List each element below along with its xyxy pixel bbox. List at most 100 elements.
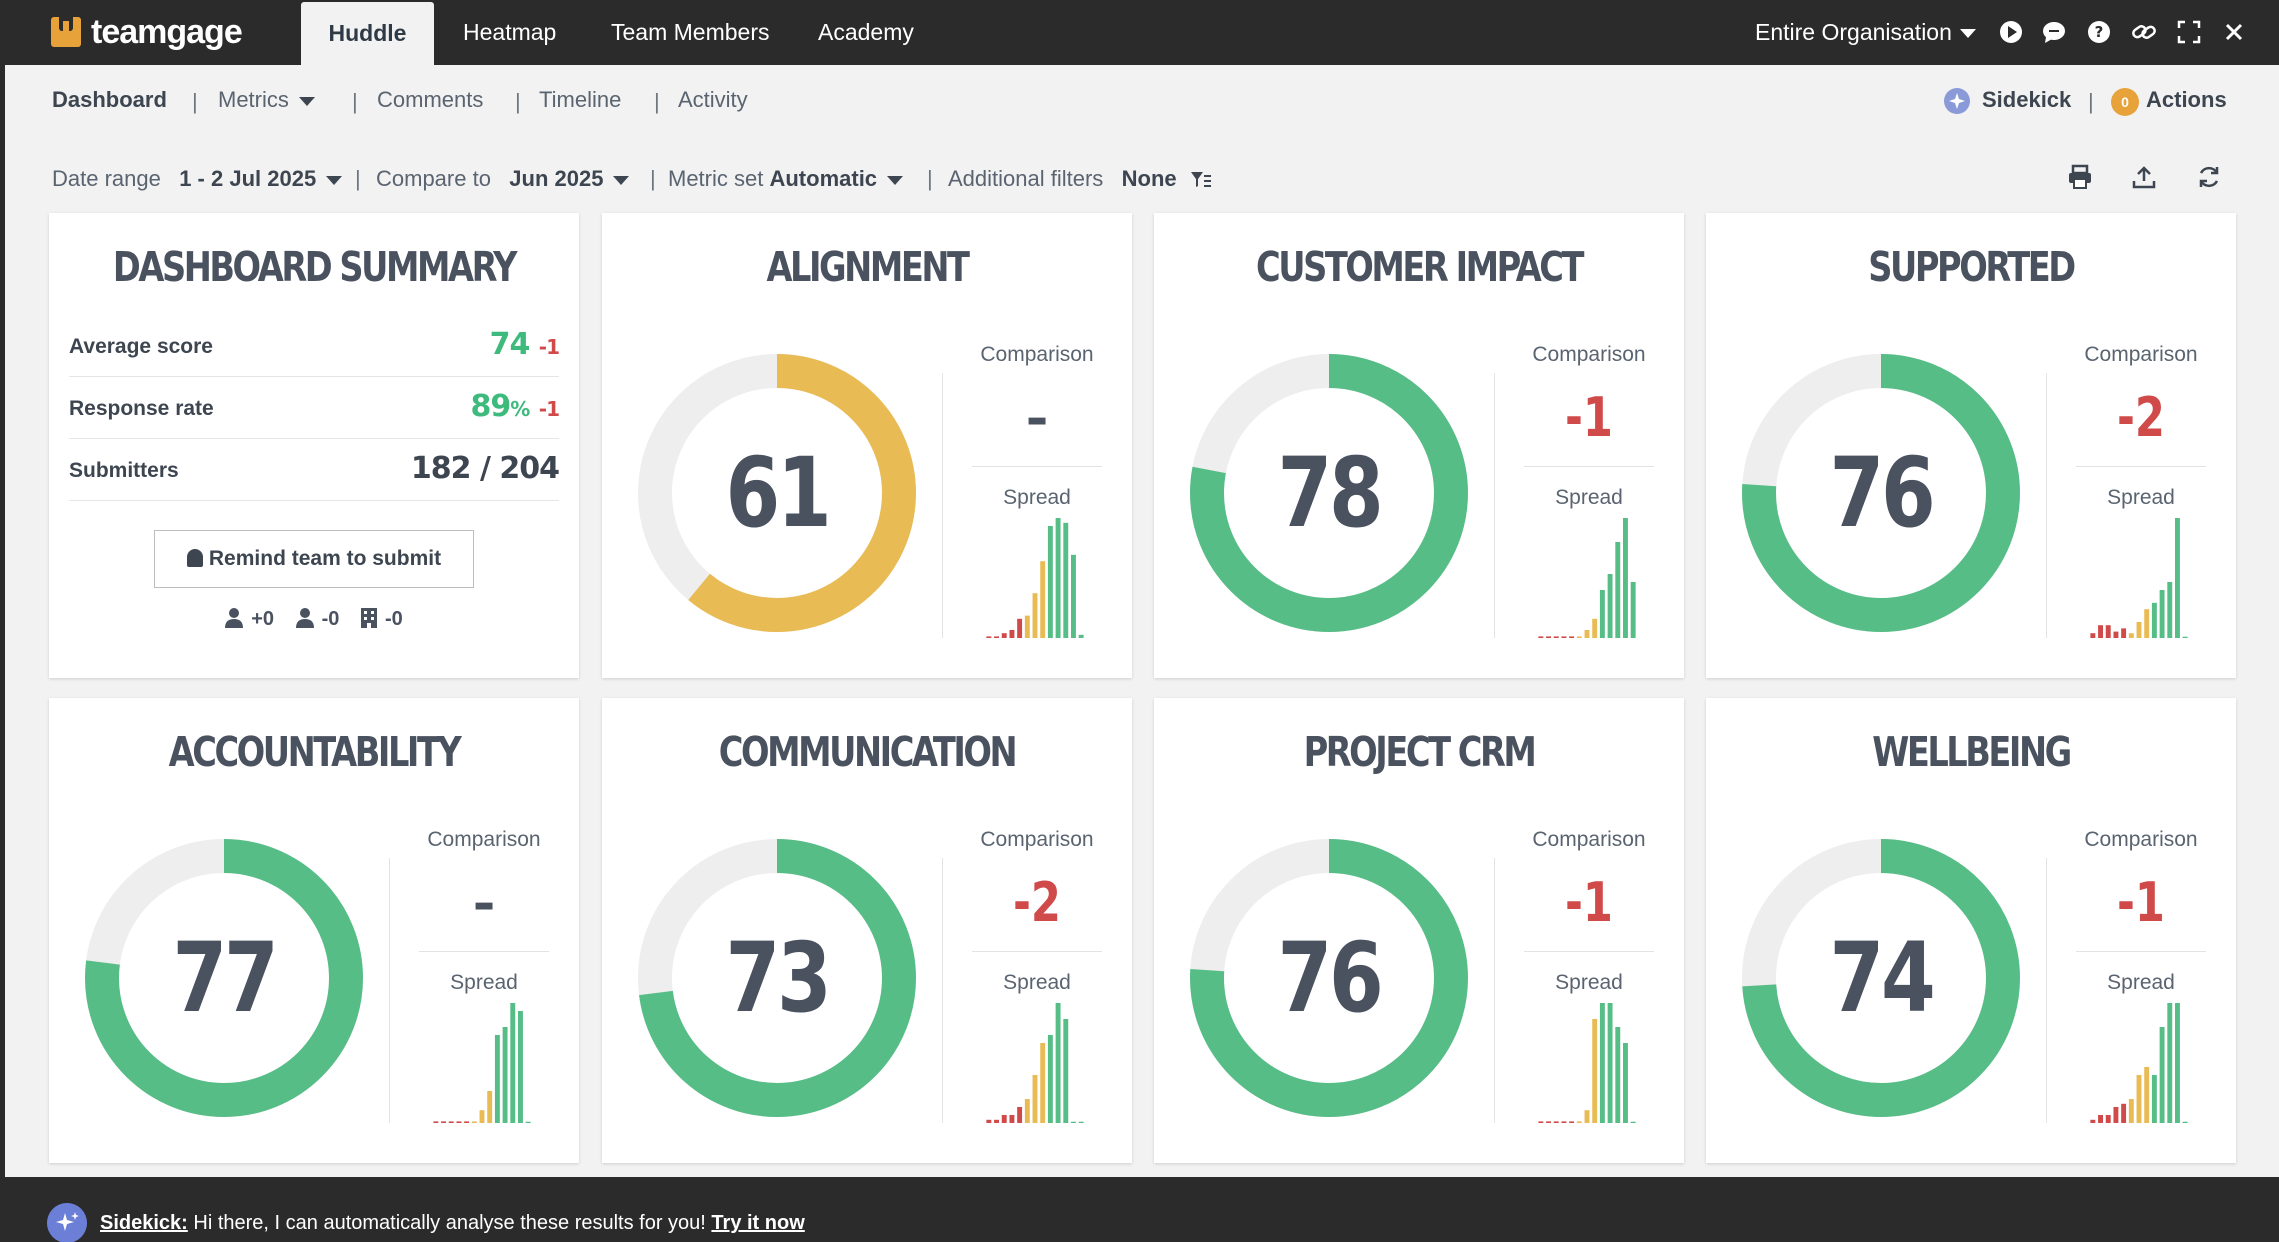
- comparison-value: -2: [1013, 871, 1061, 934]
- metric-score: 77: [172, 922, 279, 1034]
- spread-bar: [1561, 1121, 1567, 1123]
- refresh-icon[interactable]: [2196, 164, 2222, 190]
- spread-bar: [1576, 636, 1582, 638]
- spread-bar: [487, 1091, 493, 1123]
- metric-card-customer-impact[interactable]: CUSTOMER IMPACT 78 Comparison -1 Spread: [1154, 213, 1684, 678]
- spread-bar: [1569, 636, 1575, 638]
- actions-button[interactable]: Actions: [2146, 87, 2227, 112]
- fullscreen-icon[interactable]: [2177, 20, 2201, 44]
- chevron-down-icon: [613, 175, 630, 185]
- spread-bar: [1538, 1121, 1544, 1123]
- organisation-selector[interactable]: Entire Organisation: [1755, 0, 1976, 65]
- link-icon[interactable]: [2132, 20, 2156, 44]
- subnav-metrics[interactable]: Metrics: [218, 87, 315, 113]
- divider: [2076, 466, 2206, 467]
- remind-team-button[interactable]: Remind team to submit: [154, 530, 474, 588]
- tab-huddle[interactable]: Huddle: [301, 2, 434, 65]
- divider: [2076, 951, 2206, 952]
- metric-set-filter[interactable]: Metric set Automatic: [668, 166, 904, 192]
- compare-to-filter[interactable]: Compare to Jun 2025: [376, 166, 630, 192]
- export-icon[interactable]: [2131, 164, 2157, 190]
- metric-title: ALIGNMENT: [766, 243, 970, 291]
- sidekick-banner: [0, 1177, 2279, 1242]
- spread-histogram: [433, 1003, 531, 1123]
- spread-bar: [2175, 1003, 2180, 1123]
- spread-bar: [1040, 561, 1046, 638]
- spread-bar: [986, 1119, 992, 1123]
- spread-bar: [1032, 593, 1038, 638]
- spread-bar: [2113, 1107, 2119, 1123]
- metric-card-wellbeing[interactable]: WELLBEING 74 Comparison -1 Spread: [1706, 698, 2236, 1163]
- donut-score-arc: [1742, 839, 2020, 1117]
- spread-bar: [1592, 1019, 1598, 1123]
- metric-card-communication[interactable]: COMMUNICATION 73 Comparison -2 Spread: [602, 698, 1132, 1163]
- tab-heatmap[interactable]: Heatmap: [463, 19, 557, 45]
- score-donut-chart: [85, 839, 363, 1117]
- secondary-navigation: Dashboard | Metrics | Comments | Timelin…: [0, 65, 2279, 142]
- metric-card-accountability[interactable]: ACCOUNTABILITY 77 Comparison – Spread: [49, 698, 579, 1163]
- spread-bar: [1623, 1043, 1628, 1123]
- response-rate-label: Response rate: [69, 397, 214, 420]
- spread-bar: [1071, 1121, 1076, 1123]
- spread-bar: [1047, 1035, 1053, 1123]
- score-donut-chart: [1742, 354, 2020, 632]
- chat-icon[interactable]: [2042, 20, 2066, 44]
- spread-bar: [2167, 582, 2173, 638]
- response-rate-unit: %: [510, 397, 530, 421]
- teamgage-logo[interactable]: teamgage: [51, 12, 243, 51]
- date-range-value: 1 - 2 Jul 2025: [179, 166, 317, 191]
- spread-label: Spread: [1003, 971, 1071, 994]
- spread-bar: [1009, 1115, 1015, 1123]
- divider: [2046, 373, 2047, 638]
- comparison-value: –: [1026, 386, 1048, 449]
- donut-score-arc: [1742, 354, 2020, 632]
- spread-bar: [1078, 634, 1084, 638]
- compare-label: Compare to: [376, 166, 491, 191]
- bell-icon: [186, 549, 203, 567]
- filter-icon[interactable]: [1190, 170, 1212, 190]
- sidekick-button[interactable]: Sidekick: [1982, 87, 2072, 112]
- tab-academy[interactable]: Academy: [818, 19, 914, 45]
- metric-title: WELLBEING: [1872, 728, 2072, 776]
- spread-histogram: [1538, 1003, 1636, 1123]
- subnav-timeline[interactable]: Timeline: [539, 87, 622, 112]
- spread-bar: [502, 1027, 508, 1123]
- subnav-dashboard[interactable]: Dashboard: [52, 87, 167, 112]
- donut-score-arc: [638, 839, 916, 1117]
- divider: [942, 373, 943, 638]
- spread-bar: [448, 1121, 454, 1123]
- comparison-label: Comparison: [1532, 828, 1646, 851]
- metric-card-project-crm[interactable]: PROJECT CRM 76 Comparison -1 Spread: [1154, 698, 1684, 1163]
- comparison-value: -1: [1565, 386, 1613, 449]
- metric-card-supported[interactable]: SUPPORTED 76 Comparison -2 Spread: [1706, 213, 2236, 678]
- spread-label: Spread: [1555, 486, 1623, 509]
- svg-text:?: ?: [2095, 23, 2104, 41]
- chevron-down-icon: [887, 175, 904, 185]
- sidekick-banner-prefix[interactable]: Sidekick:: [100, 1212, 188, 1234]
- logo-text: teamgage: [91, 12, 243, 51]
- top-navigation-bar: teamgage Huddle Heatmap Team Members Aca…: [0, 0, 2279, 65]
- comparison-value: -1: [1565, 871, 1613, 934]
- subnav-activity[interactable]: Activity: [678, 87, 748, 112]
- date-range-filter[interactable]: Date range 1 - 2 Jul 2025: [52, 166, 343, 192]
- print-icon[interactable]: [2067, 164, 2093, 190]
- tab-team-members[interactable]: Team Members: [611, 19, 770, 45]
- additional-filters[interactable]: Additional filters None: [948, 166, 1177, 192]
- metric-card-alignment[interactable]: ALIGNMENT 61 Comparison – Spread: [602, 213, 1132, 678]
- comparison-label: Comparison: [2084, 828, 2198, 851]
- sidekick-icon[interactable]: [1943, 87, 1971, 115]
- spread-histogram: [986, 518, 1084, 638]
- spread-bar: [2144, 1067, 2150, 1123]
- divider: [389, 858, 390, 1123]
- play-icon[interactable]: [1999, 20, 2023, 44]
- subnav-comments[interactable]: Comments: [377, 87, 484, 112]
- logo-icon: [51, 17, 81, 47]
- score-donut-chart: [638, 839, 916, 1117]
- try-it-now-link[interactable]: Try it now: [711, 1212, 805, 1234]
- close-icon[interactable]: [2222, 20, 2246, 44]
- comparison-label: Comparison: [980, 343, 1094, 366]
- spread-bar: [1607, 574, 1613, 638]
- spread-bar: [2090, 1119, 2096, 1123]
- help-icon[interactable]: ?: [2087, 20, 2111, 44]
- teams-stat: -0: [357, 608, 407, 630]
